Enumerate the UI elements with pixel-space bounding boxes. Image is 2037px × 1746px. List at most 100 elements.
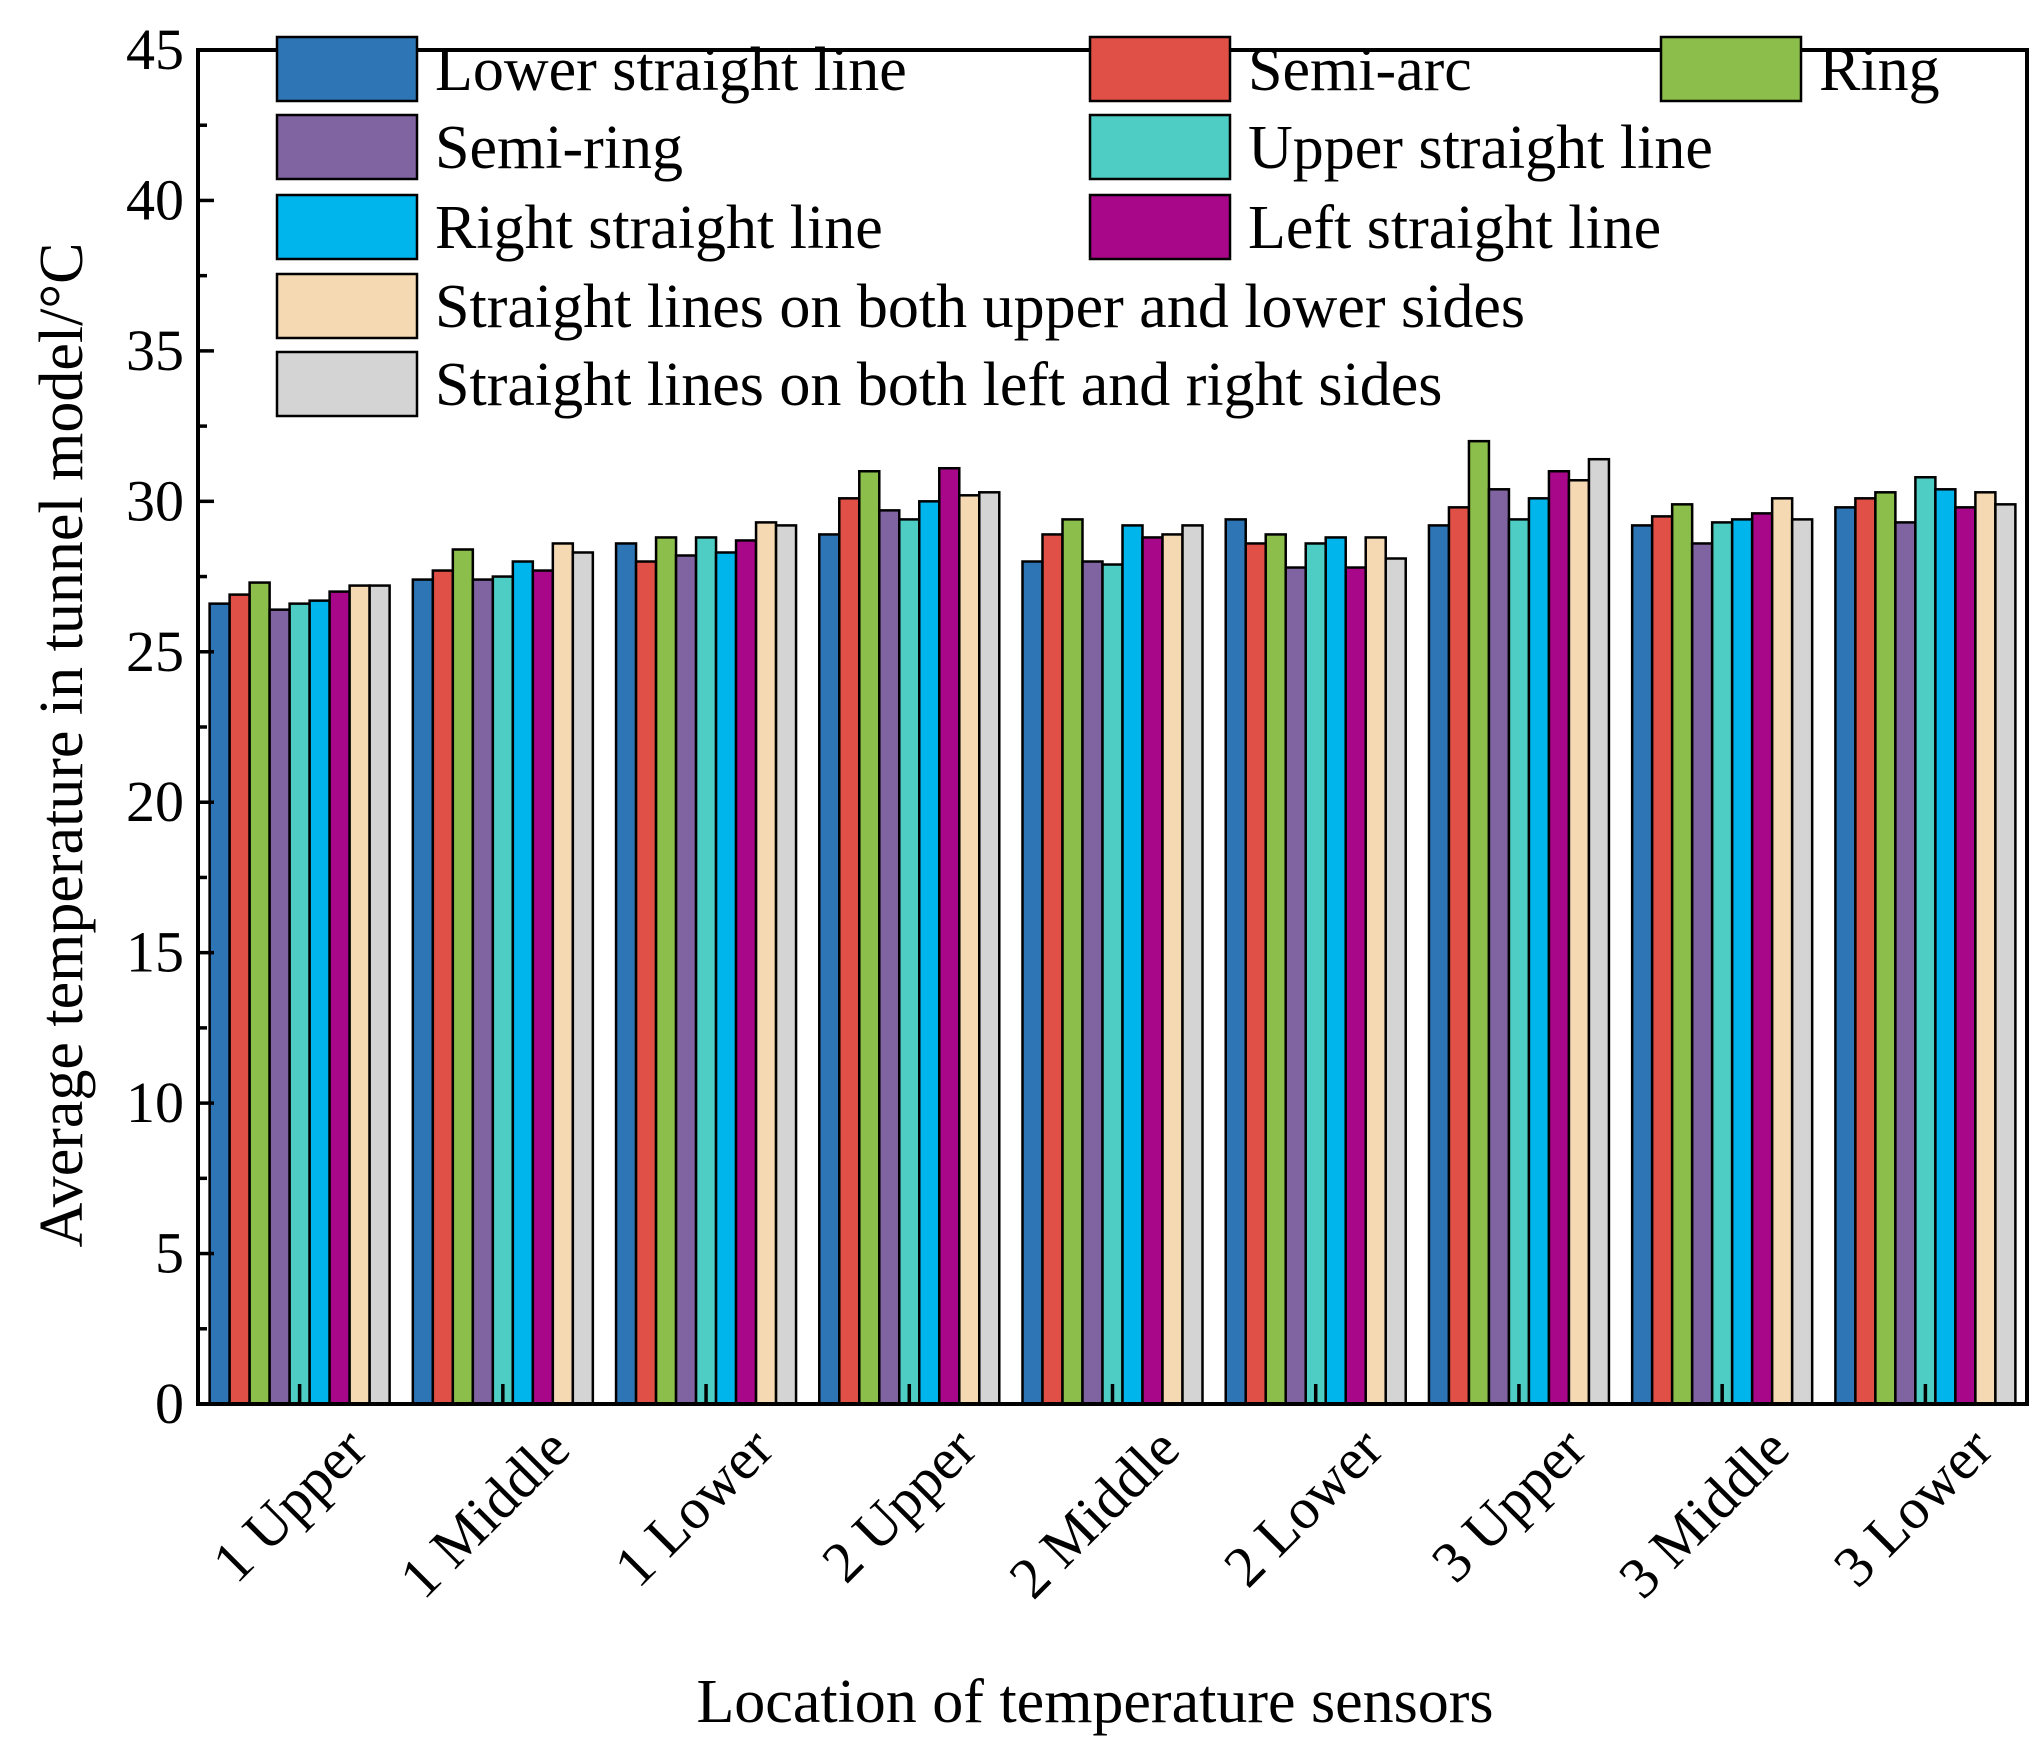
bar-straight-lines-on-both-upper-and-lower-sides-3-upper — [1567, 479, 1591, 1406]
bar-semi-ring-2-middle — [1081, 560, 1104, 1406]
bar-lower-straight-line-2-upper — [818, 533, 841, 1406]
y-tick-label: 45 — [126, 17, 184, 82]
bar-semi-arc-3-middle — [1650, 515, 1674, 1406]
bar-straight-lines-on-both-left-and-right-sides-1-lower — [774, 524, 798, 1406]
y-tick-label: 5 — [155, 1221, 184, 1286]
legend-swatch-left-straight-line — [1088, 193, 1232, 261]
legend: Lower straight line Semi-arc Ring Semi-ring… — [275, 35, 1940, 419]
bar-upper-straight-line-3-upper — [1507, 518, 1531, 1406]
bar-semi-arc-3-upper — [1447, 506, 1471, 1406]
legend-label-ring: Ring — [1819, 36, 1940, 104]
x-tick-label: 2 Lower — [1211, 1415, 1395, 1599]
y-tick-label: 0 — [155, 1371, 184, 1436]
bar-semi-ring-2-upper — [878, 509, 901, 1406]
bar-straight-lines-on-both-upper-and-lower-sides-1-lower — [754, 521, 778, 1406]
bar-ring-1-middle — [451, 548, 475, 1406]
legend-swatch-semi-arc — [1088, 35, 1232, 103]
bar-ring-3-upper — [1467, 439, 1491, 1406]
bar-upper-straight-line-2-lower — [1304, 542, 1327, 1406]
y-tick-label: 10 — [126, 1070, 184, 1135]
bar-left-straight-line-3-middle — [1750, 512, 1774, 1406]
bar-semi-arc-1-middle — [431, 569, 455, 1406]
bar-ring-1-lower — [654, 536, 678, 1406]
y-tick-label: 15 — [126, 920, 184, 985]
bar-straight-lines-on-both-left-and-right-sides-3-lower — [1994, 503, 2017, 1406]
x-axis-label: Location of temperature sensors — [696, 1668, 1493, 1736]
bar-lower-straight-line-2-middle — [1021, 560, 1044, 1406]
bar-ring-3-lower — [1874, 491, 1897, 1406]
bars-layer — [208, 439, 2017, 1406]
legend-label-semi-ring: Semi-ring — [435, 114, 683, 182]
x-tick-label: 1 Lower — [601, 1415, 785, 1599]
bar-right-straight-line-2-lower — [1324, 536, 1347, 1406]
legend-swatch-straight-lines-on-both-left-and-right-sides — [275, 350, 419, 418]
bar-semi-ring-1-lower — [674, 554, 698, 1406]
bar-lower-straight-line-2-lower — [1224, 518, 1247, 1406]
y-tick-label: 25 — [126, 619, 184, 684]
bar-right-straight-line-2-middle — [1121, 524, 1144, 1406]
bar-upper-straight-line-3-middle — [1710, 521, 1734, 1406]
bar-left-straight-line-2-upper — [938, 466, 961, 1406]
bar-straight-lines-on-both-left-and-right-sides-2-middle — [1181, 524, 1204, 1406]
bar-left-straight-line-2-middle — [1141, 536, 1164, 1406]
bar-straight-lines-on-both-upper-and-lower-sides-3-middle — [1770, 497, 1794, 1406]
bar-semi-arc-2-upper — [838, 497, 861, 1406]
bar-ring-2-middle — [1061, 518, 1084, 1406]
bar-ring-2-upper — [858, 469, 881, 1406]
bar-semi-ring-1-upper — [268, 608, 291, 1406]
legend-label-right-straight-line: Right straight line — [435, 194, 883, 262]
bar-upper-straight-line-3-lower — [1914, 476, 1937, 1406]
bar-lower-straight-line-1-middle — [411, 578, 435, 1406]
bar-semi-arc-2-lower — [1244, 542, 1267, 1406]
x-tick-label: 3 Middle — [1606, 1415, 1801, 1610]
bar-straight-lines-on-both-upper-and-lower-sides-3-lower — [1974, 491, 1997, 1406]
bar-straight-lines-on-both-upper-and-lower-sides-2-middle — [1161, 533, 1184, 1406]
bar-upper-straight-line-2-upper — [898, 518, 921, 1406]
legend-swatch-lower-straight-line — [275, 35, 419, 103]
bar-straight-lines-on-both-left-and-right-sides-1-upper — [368, 584, 391, 1406]
bar-semi-ring-1-middle — [471, 578, 495, 1406]
bar-straight-lines-on-both-left-and-right-sides-2-lower — [1384, 557, 1407, 1406]
bar-left-straight-line-1-upper — [328, 590, 351, 1406]
x-tick-label: 3 Upper — [1419, 1415, 1598, 1594]
bar-upper-straight-line-1-middle — [491, 575, 515, 1406]
bar-right-straight-line-1-upper — [308, 599, 331, 1406]
legend-label-straight-lines-on-both-left-and-right-sides: Straight lines on both left and right si… — [435, 351, 1442, 419]
bar-right-straight-line-3-lower — [1934, 488, 1957, 1406]
bar-right-straight-line-1-lower — [714, 551, 738, 1406]
bar-semi-ring-3-lower — [1894, 521, 1917, 1406]
bar-straight-lines-on-both-left-and-right-sides-3-middle — [1790, 518, 1814, 1406]
bar-straight-lines-on-both-upper-and-lower-sides-1-upper — [348, 584, 371, 1406]
legend-swatch-ring — [1659, 35, 1803, 103]
bar-right-straight-line-3-middle — [1730, 518, 1754, 1406]
bar-semi-arc-1-upper — [228, 593, 251, 1406]
bar-semi-arc-3-lower — [1854, 497, 1877, 1406]
bar-left-straight-line-1-middle — [531, 569, 555, 1406]
bar-straight-lines-on-both-left-and-right-sides-2-upper — [978, 491, 1001, 1406]
y-tick-label: 40 — [126, 167, 184, 232]
bar-left-straight-line-1-lower — [734, 539, 758, 1406]
x-tick-label: 1 Middle — [387, 1415, 582, 1610]
legend-swatch-semi-ring — [275, 113, 419, 181]
legend-swatch-right-straight-line — [275, 193, 419, 261]
bar-upper-straight-line-1-upper — [288, 602, 311, 1406]
legend-swatch-upper-straight-line — [1088, 113, 1232, 181]
bar-lower-straight-line-1-lower — [614, 542, 638, 1406]
bar-right-straight-line-3-upper — [1527, 497, 1551, 1406]
bar-ring-1-upper — [248, 581, 271, 1406]
x-tick-label: 2 Upper — [809, 1415, 988, 1594]
legend-label-lower-straight-line: Lower straight line — [435, 36, 907, 104]
bar-straight-lines-on-both-left-and-right-sides-3-upper — [1587, 457, 1611, 1406]
x-tick-label: 3 Lower — [1821, 1415, 2005, 1599]
bar-right-straight-line-2-upper — [918, 500, 941, 1406]
bar-upper-straight-line-2-middle — [1101, 563, 1124, 1406]
legend-label-semi-arc: Semi-arc — [1248, 36, 1472, 104]
bar-straight-lines-on-both-upper-and-lower-sides-1-middle — [551, 542, 575, 1406]
bar-semi-arc-1-lower — [634, 560, 658, 1406]
bar-right-straight-line-1-middle — [511, 560, 535, 1406]
bar-straight-lines-on-both-upper-and-lower-sides-2-lower — [1364, 536, 1387, 1406]
bar-straight-lines-on-both-upper-and-lower-sides-2-upper — [958, 494, 981, 1406]
y-tick-label: 30 — [126, 468, 184, 533]
legend-label-upper-straight-line: Upper straight line — [1248, 114, 1713, 182]
